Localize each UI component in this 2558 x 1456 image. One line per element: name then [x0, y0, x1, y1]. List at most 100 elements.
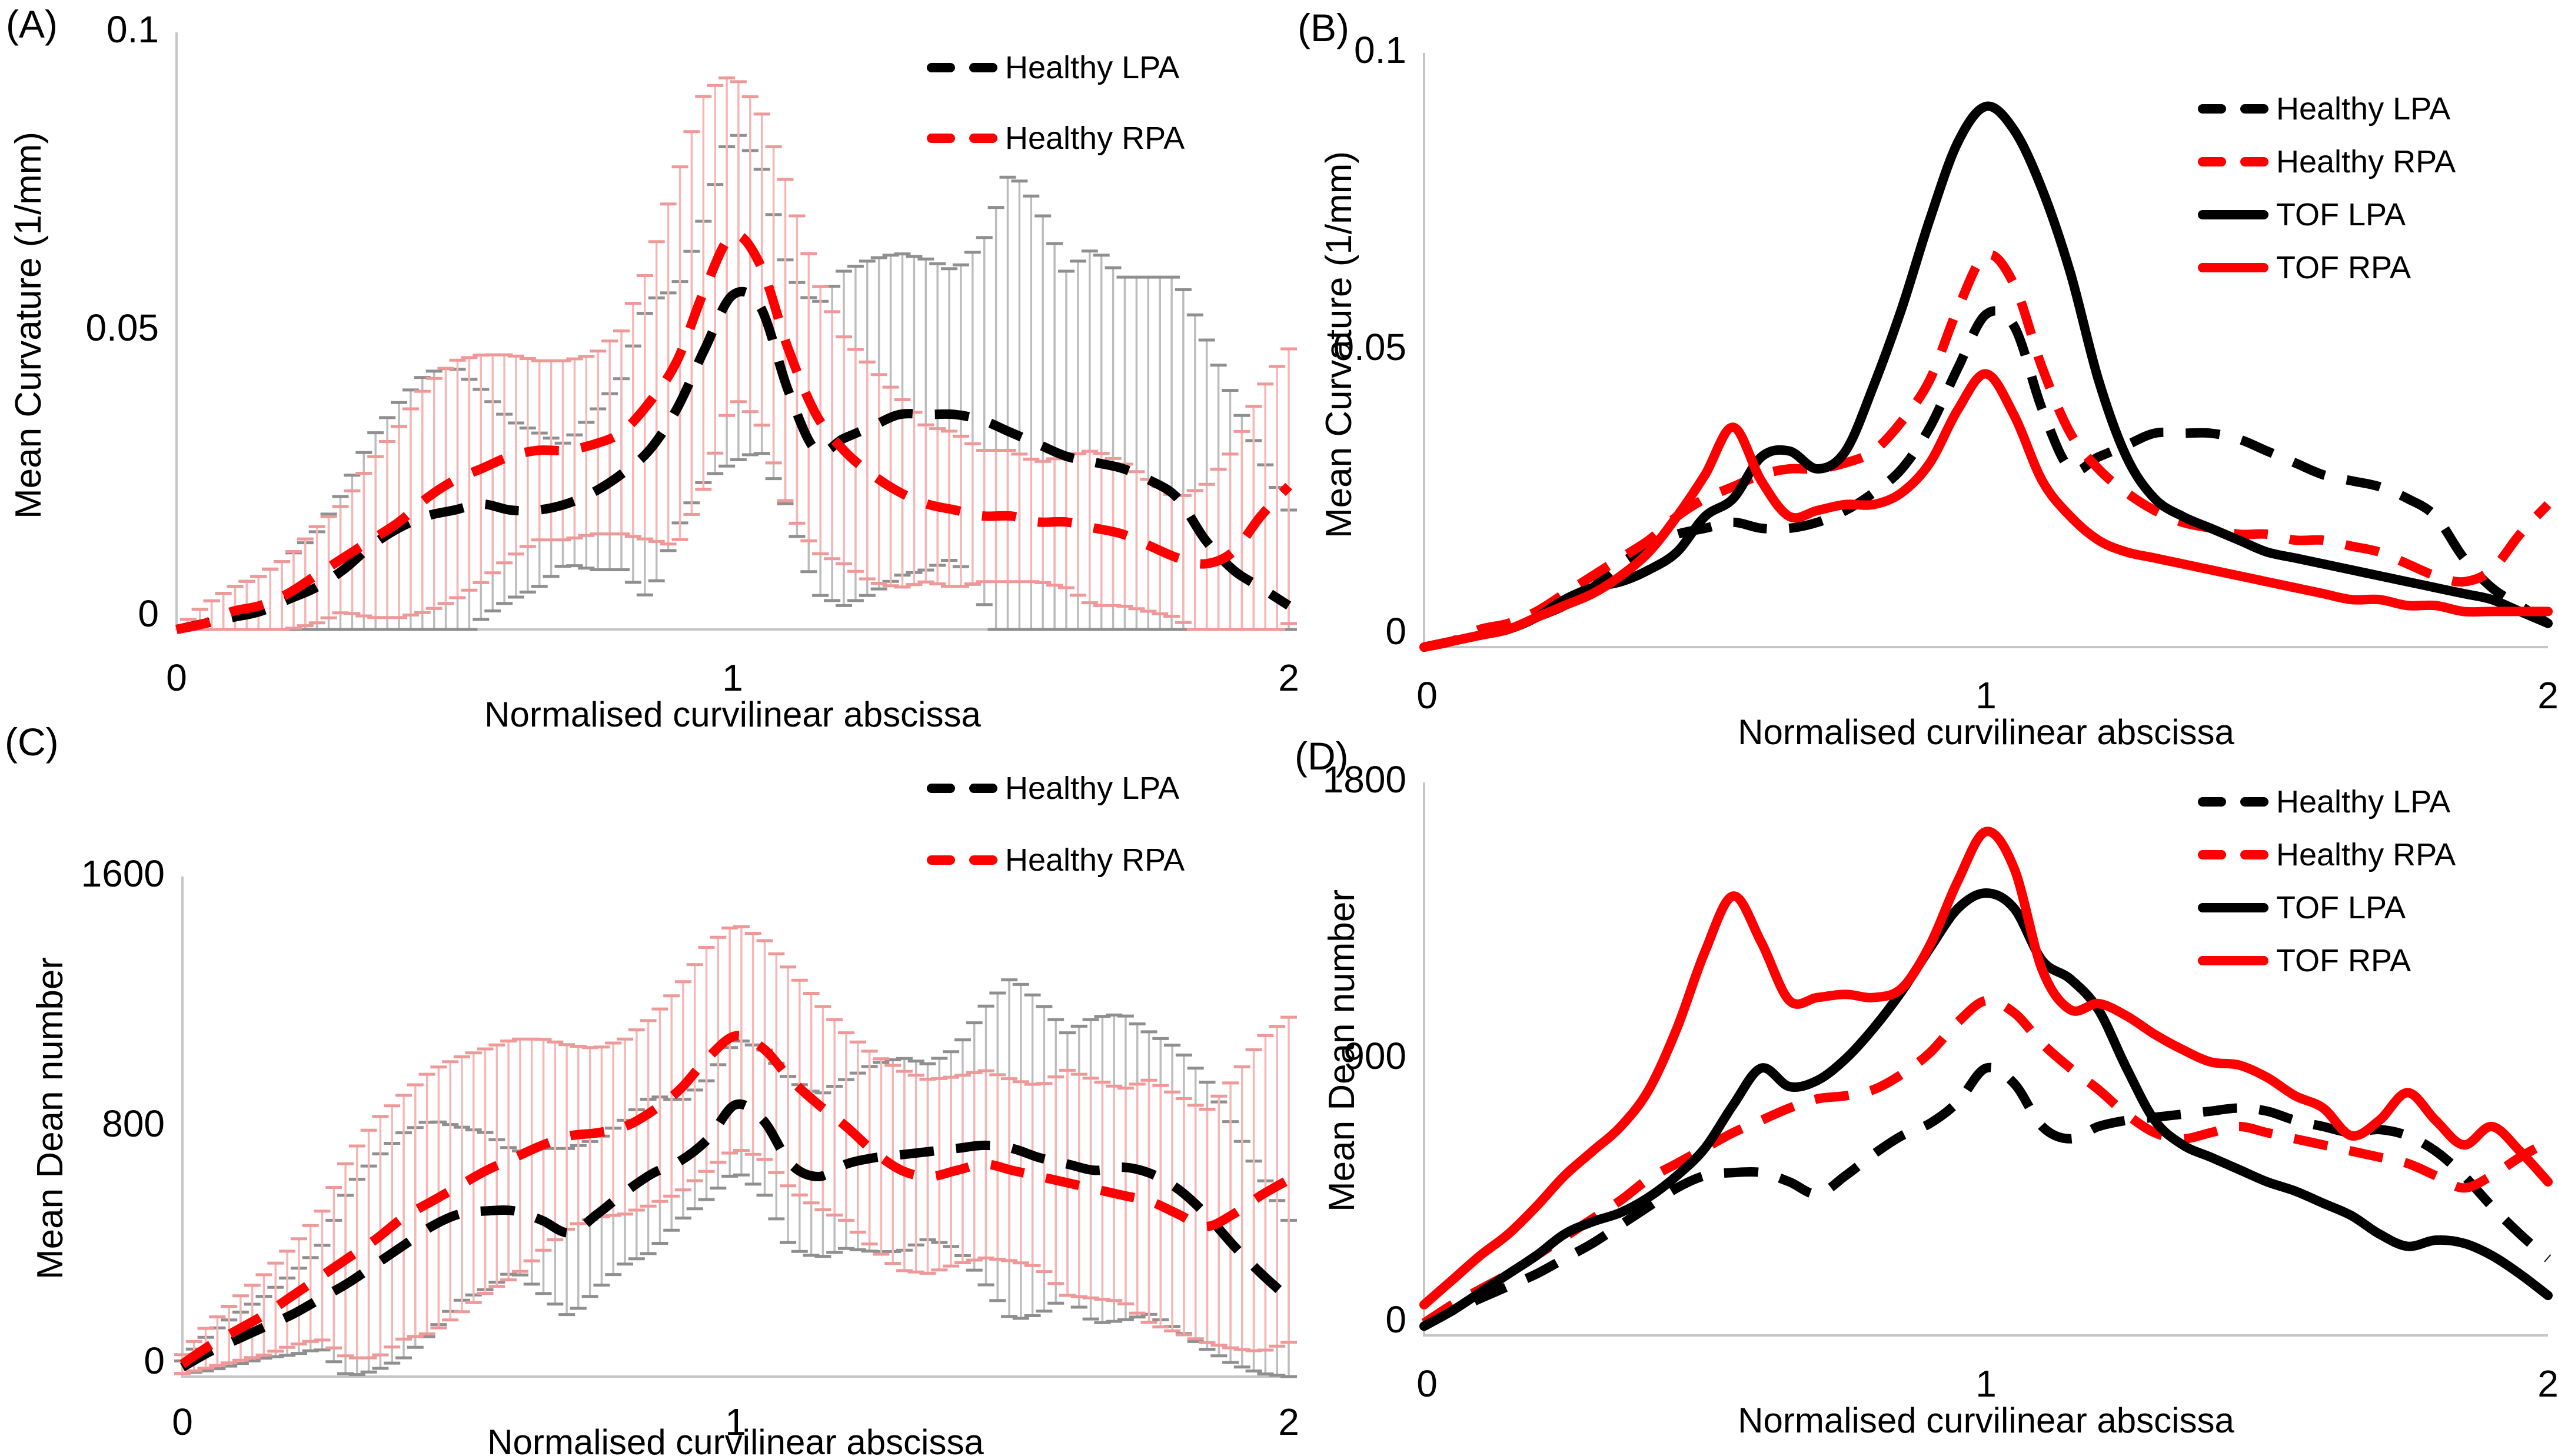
- panel-d-legend-item-tof-rpa: TOF RPA: [2198, 943, 2411, 978]
- legend-label: TOF LPA: [2276, 890, 2406, 925]
- legend-swatch-segment: [2198, 850, 2226, 859]
- panel-a-xtick-0: 0: [166, 657, 187, 699]
- panel-b-ytick-mid: 0.05: [1333, 326, 1406, 368]
- axis-lines: [1423, 782, 2548, 1337]
- axis-lines: [181, 877, 1289, 1378]
- panel-c-legend-item-healthy-lpa: Healthy LPA: [927, 771, 1179, 806]
- legend-swatch-dashed-red-icon: [927, 855, 997, 865]
- panel-d-ytick-zero: 0: [1385, 1298, 1406, 1341]
- panel-b-ytick-top: 0.1: [1354, 29, 1406, 71]
- panel-d-ytick-mid: 900: [1343, 1035, 1406, 1077]
- legend-swatch-dashed-black-icon: [927, 784, 997, 793]
- panel-d-legend-item-tof-lpa: TOF LPA: [2198, 890, 2406, 925]
- panel-c-x-axis-title: Normalised curvilinear abscissa: [487, 1422, 984, 1456]
- series-healthy-rpa: [1421, 995, 2550, 1327]
- panel-b-x-axis-title: Normalised curvilinear abscissa: [1738, 712, 2234, 752]
- panel-b-ytick-zero: 0: [1385, 610, 1406, 652]
- legend-label: TOF RPA: [2276, 943, 2411, 978]
- panel-a-ytick-zero: 0: [138, 592, 159, 635]
- panel-b-legend-item-tof-lpa: TOF LPA: [2198, 197, 2406, 232]
- legend-swatch-segment: [927, 134, 955, 143]
- error-bar-caps: [174, 925, 1297, 1375]
- legend-label: Healthy RPA: [2276, 144, 2456, 179]
- legend-swatch-segment: [2198, 797, 2226, 807]
- legend-label: TOF LPA: [2276, 197, 2406, 232]
- legend-label: Healthy RPA: [1005, 121, 1185, 156]
- legend-swatch-dashed-black-icon: [2198, 104, 2268, 114]
- series-healthy-rpa: [1423, 249, 2552, 652]
- panel-c-ytick-top: 1600: [81, 852, 165, 895]
- panel-c-xtick-2: 2: [1278, 1401, 1299, 1443]
- legend-label: Healthy RPA: [2276, 837, 2456, 872]
- legend-swatch-segment: [969, 855, 997, 865]
- series-tof-lpa: [1419, 101, 2553, 652]
- axis-lines: [1423, 53, 2548, 648]
- panel-a-ytick-mid: 0.05: [85, 306, 159, 349]
- legend-swatch-segment: [2198, 157, 2226, 166]
- legend-swatch-dashed-black-icon: [2198, 797, 2268, 807]
- series-healthy-rpa: [175, 230, 1292, 634]
- legend-swatch-dashed-red-icon: [927, 134, 997, 143]
- series-healthy-lpa: [1423, 306, 2551, 652]
- panel-b-xtick-0: 0: [1416, 674, 1438, 717]
- legend-swatch-segment: [2240, 157, 2268, 166]
- legend-swatch-solid-black-icon: [2198, 903, 2268, 912]
- panel-a-xtick-1: 1: [722, 657, 743, 699]
- legend-swatch-segment: [2198, 956, 2268, 965]
- panel-d-letter: (D): [1295, 734, 1349, 778]
- legend-label: TOF RPA: [2276, 250, 2411, 285]
- panel-d-x-axis-title: Normalised curvilinear abscissa: [1738, 1401, 2234, 1440]
- panel-d-xtick-2: 2: [2537, 1362, 2558, 1405]
- panel-d-legend-item-healthy-lpa: Healthy LPA: [2198, 784, 2450, 819]
- panel-b-letter: (B): [1298, 6, 1349, 49]
- panel-a-legend-item-healthy-rpa: Healthy RPA: [927, 121, 1185, 156]
- legend-label: Healthy LPA: [2276, 784, 2451, 819]
- panel-b-plot: [1419, 53, 2553, 652]
- panel-b-xtick-2: 2: [2537, 674, 2558, 717]
- panel-b-legend-item-healthy-lpa: Healthy LPA: [2198, 91, 2450, 126]
- legend-swatch-dashed-red-icon: [2198, 850, 2268, 859]
- panel-a-legend-item-healthy-lpa: Healthy LPA: [927, 50, 1179, 85]
- series-healthy-lpa: [1422, 1062, 2552, 1331]
- panel-c-ytick-zero: 0: [144, 1340, 165, 1382]
- panel-a-xtick-2: 2: [1278, 657, 1299, 699]
- panel-d-plot: [1419, 782, 2553, 1337]
- legend-swatch-solid-red-icon: [2198, 263, 2268, 272]
- legend-label: Healthy LPA: [1005, 771, 1180, 806]
- legend-swatch-segment: [969, 134, 997, 143]
- panel-b-legend-item-tof-rpa: TOF RPA: [2198, 250, 2411, 285]
- legend-swatch-segment: [969, 63, 997, 72]
- panel-c-xtick-0: 0: [172, 1401, 193, 1443]
- series-healthy-lpa: [179, 1099, 1292, 1372]
- panel-b-legend-item-healthy-rpa: Healthy RPA: [2198, 144, 2456, 179]
- legend-label: Healthy RPA: [1005, 842, 1185, 878]
- legend-swatch-segment: [2240, 797, 2268, 807]
- legend-swatch-segment: [2240, 104, 2268, 114]
- legend-swatch-segment: [969, 784, 997, 793]
- legend-swatch-segment: [2198, 903, 2268, 912]
- series-tof-lpa: [1419, 888, 2553, 1331]
- panel-b-xtick-1: 1: [1975, 674, 1997, 717]
- legend-swatch-segment: [927, 784, 955, 793]
- series-healthy-lpa: [175, 286, 1292, 634]
- series-healthy-rpa: [179, 1031, 1291, 1368]
- panel-a-x-axis-title: Normalised curvilinear abscissa: [484, 695, 981, 734]
- legend-swatch-segment: [927, 855, 955, 865]
- series-tof-rpa: [1419, 827, 2553, 1310]
- legend-swatch-segment: [2198, 104, 2226, 114]
- legend-label: Healthy LPA: [2276, 91, 2451, 126]
- panel-c-ytick-mid: 800: [102, 1102, 165, 1145]
- legend-label: Healthy LPA: [1005, 50, 1180, 85]
- panel-d-legend-item-healthy-rpa: Healthy RPA: [2198, 837, 2456, 872]
- legend-swatch-solid-black-icon: [2198, 210, 2268, 219]
- legend-swatch-segment: [2198, 210, 2268, 219]
- panel-d-ytick-top: 1800: [1322, 758, 1406, 801]
- panel-c-letter: (C): [5, 720, 59, 764]
- legend-swatch-segment: [2240, 850, 2268, 859]
- panel-c-legend-item-healthy-rpa: Healthy RPA: [927, 842, 1185, 878]
- legend-swatch-segment: [927, 63, 955, 72]
- panel-a-letter: (A): [6, 2, 58, 46]
- legend-swatch-solid-red-icon: [2198, 956, 2268, 965]
